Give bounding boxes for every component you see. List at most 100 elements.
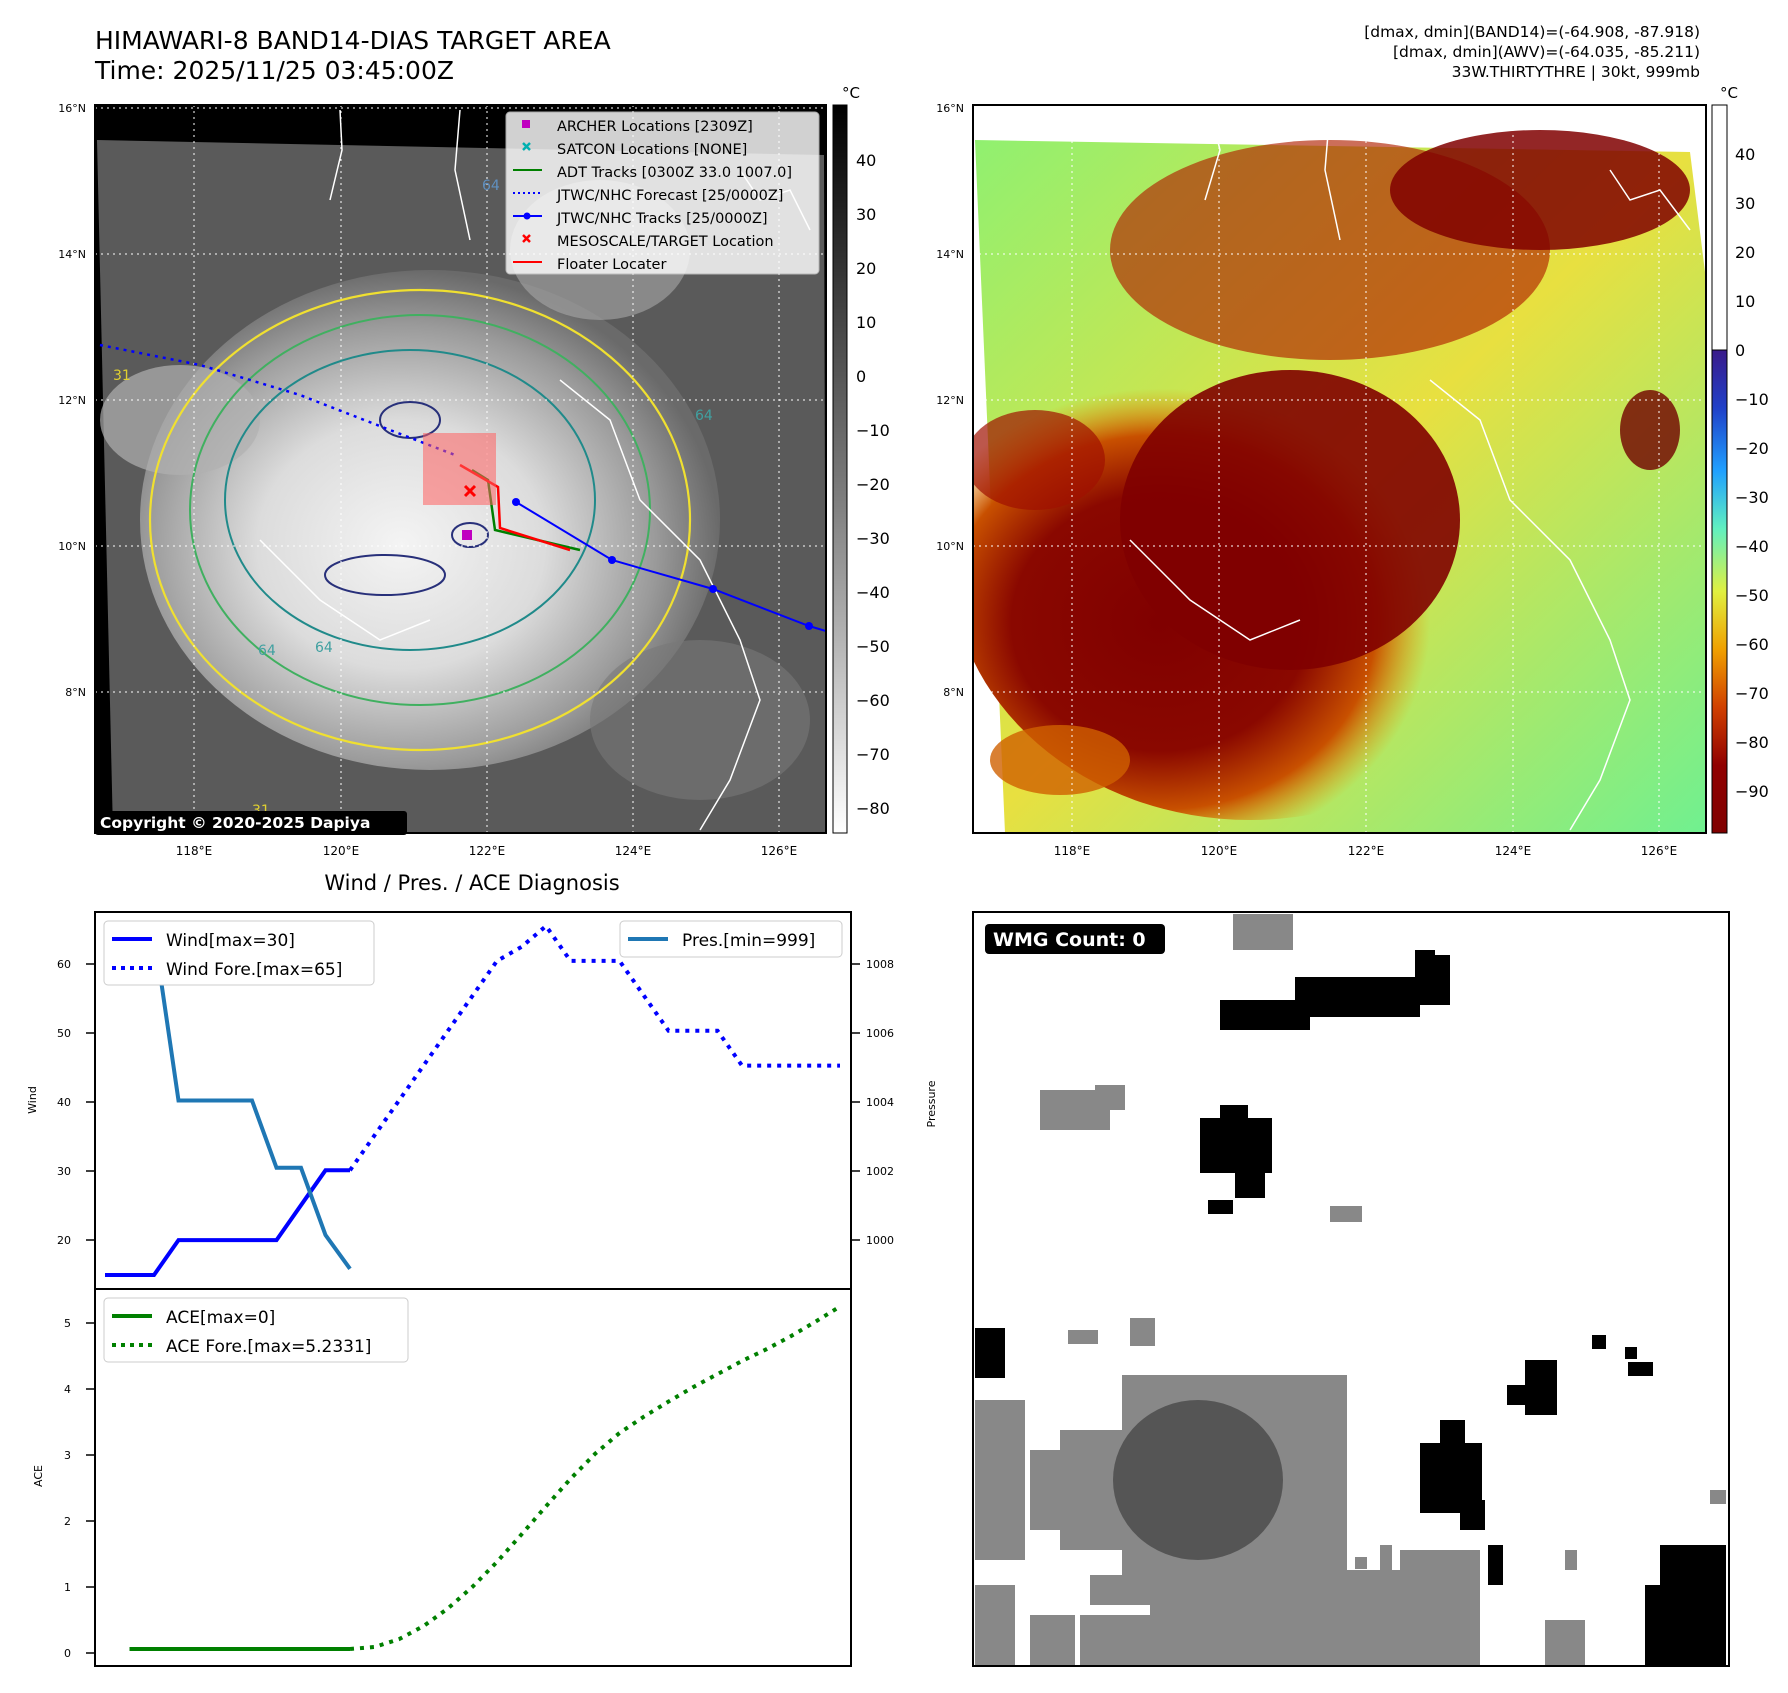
ir-lon-122: 122°E [469, 844, 506, 858]
ir-cb-tick: −30 [856, 529, 890, 548]
legend-wind-fore: Wind Fore.[max=65] [166, 960, 342, 980]
contour-label-1: 64 [482, 178, 500, 194]
awv-map-panel: 16°N 14°N 12°N 10°N 8°N 118°E 120°E 122°… [936, 84, 1769, 858]
wind-tick-60: 60 [57, 958, 71, 971]
wmg-core-blob [1113, 1400, 1283, 1560]
awv-cb-tick: 20 [1735, 243, 1755, 262]
awv-cb-tick: −40 [1735, 537, 1769, 556]
awv-cb-tick: 10 [1735, 292, 1755, 311]
awv-lon-ticks: 118°E 120°E 122°E 124°E 126°E [1054, 844, 1678, 858]
info-line-3: 33W.THIRTYTHRE | 30kt, 999mb [1451, 63, 1700, 81]
ir-lon-120: 120°E [323, 844, 360, 858]
awv-colorbar-bottom [1711, 349, 1728, 834]
info-line-1: [dmax, dmin](BAND14)=(-64.908, -87.918) [1364, 23, 1700, 41]
intensity-info: [dmax, dmin](BAND14)=(-64.908, -87.918) … [1364, 22, 1700, 82]
ir-colorbar-unit: °C [842, 84, 860, 102]
ir-lon-126: 126°E [761, 844, 798, 858]
contour-core-1 [324, 554, 446, 596]
legend-floater: Floater Locater [557, 257, 666, 273]
ir-lon-118: 118°E [176, 844, 213, 858]
archer-location-marker [462, 530, 472, 540]
pres-ticks: 1008 1006 1004 1002 1000 [866, 958, 894, 1247]
contour-label-4: 31 [113, 368, 131, 384]
awv-colorbar-unit: °C [1720, 84, 1738, 102]
ir-lon-124: 124°E [615, 844, 652, 858]
contour-outer [148, 288, 692, 752]
ir-map-frame [94, 104, 827, 834]
copyright-box [95, 811, 407, 835]
awv-cb-tick: 40 [1735, 145, 1755, 164]
ace-tick-marks [86, 1322, 95, 1654]
wmg-frame [972, 911, 1730, 1667]
awv-cb-tick: −50 [1735, 586, 1769, 605]
pres-tick-1008: 1008 [866, 958, 894, 971]
legend-mesoscale-swatch [522, 234, 531, 243]
ir-lat-16: 16°N [58, 102, 86, 115]
awv-lon-126: 126°E [1641, 844, 1678, 858]
ir-cb-tick: −10 [856, 421, 890, 440]
legend-mesoscale: MESOSCALE/TARGET Location [557, 234, 774, 250]
wind-ticks: 60 50 40 30 20 [57, 958, 71, 1247]
coastlines [259, 109, 811, 831]
awv-lon-120: 120°E [1201, 844, 1238, 858]
ir-lon-ticks: 118°E 120°E 122°E 124°E 126°E [176, 844, 798, 858]
awv-cb-tick: −10 [1735, 390, 1769, 409]
ace-ylabel: ACE [32, 1465, 45, 1487]
awv-lat-8: 8°N [943, 686, 964, 699]
copyright-text: Copyright © 2020-2025 Dapiya [100, 814, 370, 832]
ace-frame [94, 1288, 852, 1667]
ir-legend: ARCHER Locations [2309Z] SATCON Location… [505, 111, 820, 275]
awv-lat-14: 14°N [936, 248, 964, 261]
pres-tick-1006: 1006 [866, 1027, 894, 1040]
jtwc-point-3 [709, 585, 717, 593]
legend-adt: ADT Tracks [0300Z 33.0 1007.0] [557, 165, 792, 181]
legend-wind: Wind[max=30] [166, 931, 295, 951]
jtwc-point-2 [608, 556, 616, 564]
ir-cb-tick: −70 [856, 745, 890, 764]
contour-core-2 [379, 401, 441, 439]
ir-cb-tick: 30 [856, 205, 876, 224]
pres-tick-1002: 1002 [866, 1165, 894, 1178]
wind-pres-series-0 [105, 1168, 350, 1277]
ir-colorbar [832, 104, 848, 834]
awv-lat-10: 10°N [936, 540, 964, 553]
wind-tick-20: 20 [57, 1234, 71, 1247]
legend-satcon-swatch [522, 142, 531, 151]
awv-map-frame [972, 104, 1707, 834]
ir-lat-ticks: 16°N 14°N 12°N 10°N 8°N [58, 102, 86, 699]
contour-inner [224, 349, 596, 651]
jtwc-point-1 [512, 498, 520, 506]
ir-cb-tick: −20 [856, 475, 890, 494]
pres-tick-1004: 1004 [866, 1096, 894, 1109]
legend-jtwc: JTWC/NHC Tracks [25/0000Z] [556, 211, 768, 227]
contour-label-3: 64 [315, 640, 333, 656]
legend-pres: Pres.[min=999] [682, 931, 815, 951]
legend-archer-swatch [522, 120, 530, 128]
ace-tick-5: 5 [64, 1317, 71, 1330]
ir-cb-tick: −50 [856, 637, 890, 656]
legend-forecast: JTWC/NHC Forecast [25/0000Z] [556, 188, 783, 204]
ace-tick-0: 0 [64, 1647, 71, 1660]
ace-ticks: 5 4 3 2 1 0 [64, 1317, 71, 1660]
awv-grid [973, 105, 1706, 833]
wind-pres-series-2 [129, 930, 352, 1270]
ir-lat-14: 14°N [58, 248, 86, 261]
ace-tick-3: 3 [64, 1449, 71, 1462]
contour-label-2: 64 [258, 643, 276, 659]
legend-ace: ACE[max=0] [166, 1308, 275, 1328]
awv-lon-118: 118°E [1054, 844, 1091, 858]
ir-lat-8: 8°N [65, 686, 86, 699]
awv-cb-tick: −70 [1735, 684, 1769, 703]
ir-lat-10: 10°N [58, 540, 86, 553]
awv-cb-tick: −20 [1735, 439, 1769, 458]
ace-series-1 [349, 1304, 842, 1651]
wind-tick-50: 50 [57, 1027, 71, 1040]
figure-title: HIMAWARI-8 BAND14-DIAS TARGET AREA Time: … [95, 26, 611, 86]
ir-cb-tick: 20 [856, 259, 876, 278]
ace-series-group [129, 1304, 842, 1651]
awv-lon-124: 124°E [1495, 844, 1532, 858]
title-line-1: HIMAWARI-8 BAND14-DIAS TARGET AREA [95, 26, 611, 55]
ir-cb-tick: 40 [856, 151, 876, 170]
ir-colorbar-ticks: 40 30 20 10 0 −10 −20 −30 −40 −50 −60 −7… [856, 151, 890, 818]
